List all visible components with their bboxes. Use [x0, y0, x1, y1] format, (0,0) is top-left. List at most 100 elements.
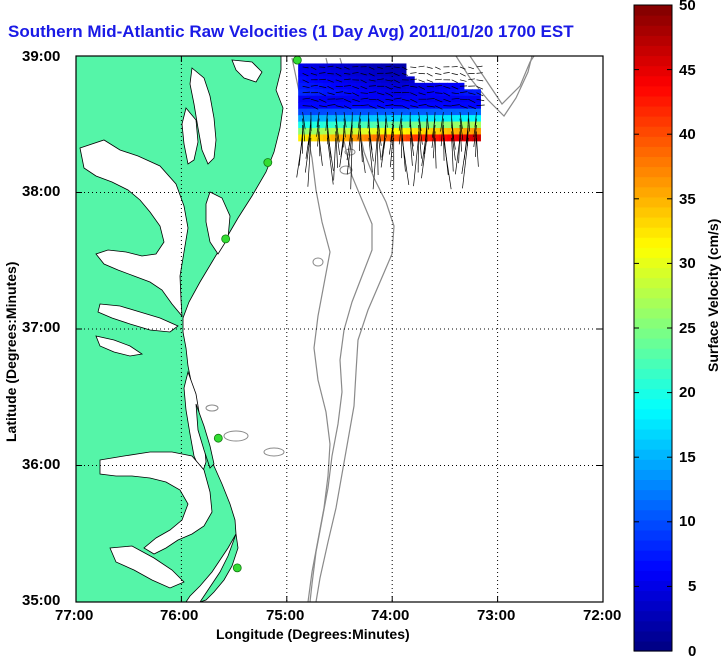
colorbar-band — [634, 449, 672, 460]
colorbar-band — [634, 621, 672, 632]
velocity-cell — [389, 76, 398, 83]
colorbar-band — [634, 378, 672, 389]
colorbar-band — [634, 590, 672, 601]
colorbar-tick-label: 15 — [679, 449, 696, 466]
colorbar-tick-label: 25 — [679, 320, 696, 337]
colorbar-band — [634, 25, 672, 36]
colorbar-band — [634, 540, 672, 551]
x-tick-label: 72:00 — [583, 607, 621, 624]
x-tick-label: 74:00 — [371, 607, 409, 624]
colorbar-band — [634, 631, 672, 642]
colorbar-tick-label: 50 — [679, 0, 696, 14]
colorbar-band — [634, 278, 672, 289]
velocity-arrow — [385, 73, 391, 74]
colorbar-band — [634, 439, 672, 450]
colorbar-band — [634, 368, 672, 379]
velocity-cell — [414, 102, 423, 109]
colorbar-tick-label: 20 — [679, 384, 696, 401]
colorbar-band — [634, 187, 672, 198]
colorbar-band — [634, 5, 672, 16]
colorbar-band — [634, 580, 672, 591]
map-layer — [76, 56, 603, 602]
colorbar-band — [634, 469, 672, 480]
colorbar-band — [634, 429, 672, 440]
colorbar-tick-label: 45 — [679, 62, 696, 79]
colorbar-band — [634, 288, 672, 299]
colorbar-band — [634, 177, 672, 188]
colorbar-tick-label: 35 — [679, 191, 696, 208]
velocity-cell — [389, 96, 398, 103]
colorbar-band — [634, 237, 672, 248]
colorbar-band — [634, 530, 672, 541]
colorbar-band — [634, 419, 672, 430]
colorbar-band — [634, 167, 672, 178]
colorbar-band — [634, 601, 672, 612]
radar-station-marker — [264, 158, 272, 166]
colorbar-band — [634, 197, 672, 208]
x-tick-label: 73:00 — [477, 607, 515, 624]
colorbar-band — [634, 45, 672, 56]
colorbar-band — [634, 308, 672, 319]
colorbar-band — [634, 267, 672, 278]
y-tick-label: 39:00 — [22, 48, 60, 65]
y-axis-label: Latitude (Degrees:Minutes) — [3, 262, 19, 442]
colorbar-tick-label: 0 — [688, 643, 696, 660]
colorbar-band — [634, 520, 672, 531]
radar-station-marker — [214, 434, 222, 442]
colorbar-band — [634, 318, 672, 329]
colorbar-band — [634, 358, 672, 369]
radar-station-marker — [222, 235, 230, 243]
colorbar-band — [634, 207, 672, 218]
colorbar-band — [634, 490, 672, 501]
velocity-cell — [398, 96, 407, 103]
colorbar-tick-label: 30 — [679, 255, 696, 272]
colorbar-band — [634, 641, 672, 652]
colorbar-band — [634, 348, 672, 359]
colorbar-band — [634, 298, 672, 309]
y-tick-label: 36:00 — [22, 456, 60, 473]
colorbar-band — [634, 76, 672, 87]
y-tick-label: 38:00 — [22, 183, 60, 200]
velocity-cell — [381, 76, 390, 83]
colorbar-band — [634, 500, 672, 511]
velocity-cell — [323, 102, 332, 109]
velocity-cell — [381, 63, 390, 70]
colorbar-band — [634, 389, 672, 400]
radar-station-marker — [293, 56, 301, 64]
colorbar-band — [634, 257, 672, 268]
velocity-cell — [406, 96, 415, 103]
x-tick-label: 76:00 — [160, 607, 198, 624]
colorbar-tick-label: 5 — [688, 578, 696, 595]
colorbar-band — [634, 146, 672, 157]
colorbar-band — [634, 116, 672, 127]
colorbar-band — [634, 66, 672, 77]
colorbar-label: Surface Velocity (cm/s) — [705, 219, 721, 372]
y-tick-label: 37:00 — [22, 319, 60, 336]
colorbar-band — [634, 611, 672, 622]
colorbar-band — [634, 15, 672, 26]
x-tick-label: 75:00 — [266, 607, 304, 624]
colorbar-band — [634, 459, 672, 470]
colorbar-band — [634, 479, 672, 490]
colorbar-band — [634, 510, 672, 521]
colorbar-tick-label: 40 — [679, 126, 696, 143]
colorbar-band — [634, 126, 672, 137]
colorbar-tick-label: 10 — [679, 513, 696, 530]
x-axis-label: Longitude (Degrees:Minutes) — [216, 626, 410, 642]
velocity-cell — [389, 70, 398, 77]
x-tick-label: 77:00 — [55, 607, 93, 624]
radar-station-marker — [233, 564, 241, 572]
colorbar-band — [634, 156, 672, 167]
velocity-cell — [381, 89, 390, 96]
colorbar-band — [634, 35, 672, 46]
colorbar-band — [634, 399, 672, 410]
colorbar-band — [634, 227, 672, 238]
colorbar — [634, 5, 672, 652]
velocity-cell — [398, 83, 407, 90]
colorbar-band — [634, 55, 672, 66]
velocity-cell — [406, 83, 415, 90]
colorbar-band — [634, 560, 672, 571]
colorbar-band — [634, 328, 672, 339]
colorbar-band — [634, 136, 672, 147]
colorbar-band — [634, 96, 672, 107]
